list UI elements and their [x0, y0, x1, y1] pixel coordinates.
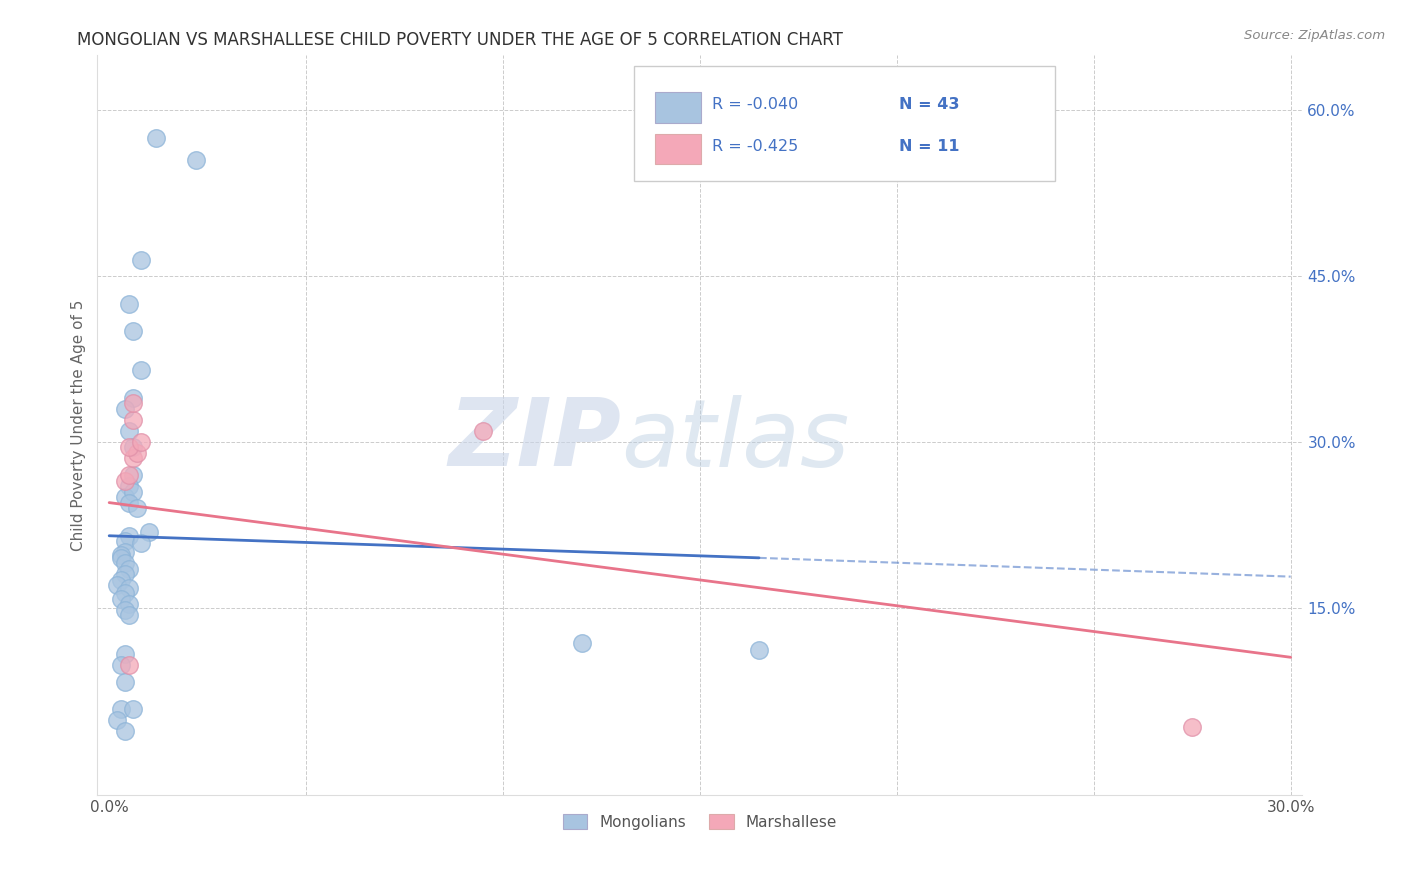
- Point: [114, 586, 136, 600]
- Point: [118, 608, 141, 623]
- Point: [114, 490, 136, 504]
- Point: [110, 591, 132, 606]
- Point: [114, 401, 136, 416]
- Point: [114, 545, 136, 559]
- Text: ZIP: ZIP: [449, 394, 621, 486]
- Y-axis label: Child Poverty Under the Age of 5: Child Poverty Under the Age of 5: [72, 300, 86, 551]
- Point: [105, 578, 128, 592]
- Point: [121, 441, 143, 455]
- Point: [121, 484, 143, 499]
- Point: [138, 525, 160, 540]
- Point: [118, 495, 141, 509]
- Point: [114, 534, 136, 549]
- Point: [145, 131, 167, 145]
- Point: [114, 674, 136, 689]
- FancyBboxPatch shape: [655, 134, 702, 164]
- Point: [110, 573, 132, 587]
- Point: [118, 441, 141, 455]
- Point: [105, 713, 128, 727]
- Point: [571, 636, 593, 650]
- Point: [114, 603, 136, 617]
- Point: [118, 424, 141, 438]
- Text: N = 43: N = 43: [898, 97, 959, 112]
- Text: Source: ZipAtlas.com: Source: ZipAtlas.com: [1244, 29, 1385, 42]
- Point: [1181, 720, 1204, 734]
- Point: [118, 658, 141, 673]
- Point: [118, 297, 141, 311]
- Text: R = -0.040: R = -0.040: [711, 97, 799, 112]
- Point: [118, 581, 141, 595]
- Point: [114, 474, 136, 488]
- FancyBboxPatch shape: [655, 92, 702, 122]
- Point: [121, 391, 143, 405]
- Point: [118, 597, 141, 611]
- Point: [129, 363, 152, 377]
- Point: [121, 702, 143, 716]
- Text: MONGOLIAN VS MARSHALLESE CHILD POVERTY UNDER THE AGE OF 5 CORRELATION CHART: MONGOLIAN VS MARSHALLESE CHILD POVERTY U…: [77, 31, 844, 49]
- Point: [121, 451, 143, 466]
- Point: [114, 647, 136, 661]
- Point: [114, 567, 136, 582]
- Point: [118, 467, 141, 482]
- Point: [121, 413, 143, 427]
- Point: [118, 562, 141, 576]
- Point: [110, 702, 132, 716]
- Point: [184, 153, 207, 167]
- Text: R = -0.425: R = -0.425: [711, 138, 799, 153]
- Point: [129, 252, 152, 267]
- Text: atlas: atlas: [621, 394, 849, 485]
- Point: [121, 396, 143, 410]
- Point: [110, 550, 132, 565]
- Point: [118, 479, 141, 493]
- Point: [110, 658, 132, 673]
- Point: [472, 424, 495, 438]
- Point: [129, 536, 152, 550]
- Point: [748, 642, 770, 657]
- Point: [125, 446, 148, 460]
- Point: [110, 548, 132, 562]
- Point: [121, 467, 143, 482]
- Point: [114, 724, 136, 739]
- Point: [125, 501, 148, 516]
- FancyBboxPatch shape: [634, 66, 1056, 181]
- Point: [118, 529, 141, 543]
- Point: [129, 434, 152, 449]
- Legend: Mongolians, Marshallese: Mongolians, Marshallese: [557, 807, 844, 836]
- Text: N = 11: N = 11: [898, 138, 959, 153]
- Point: [114, 557, 136, 571]
- Point: [121, 324, 143, 338]
